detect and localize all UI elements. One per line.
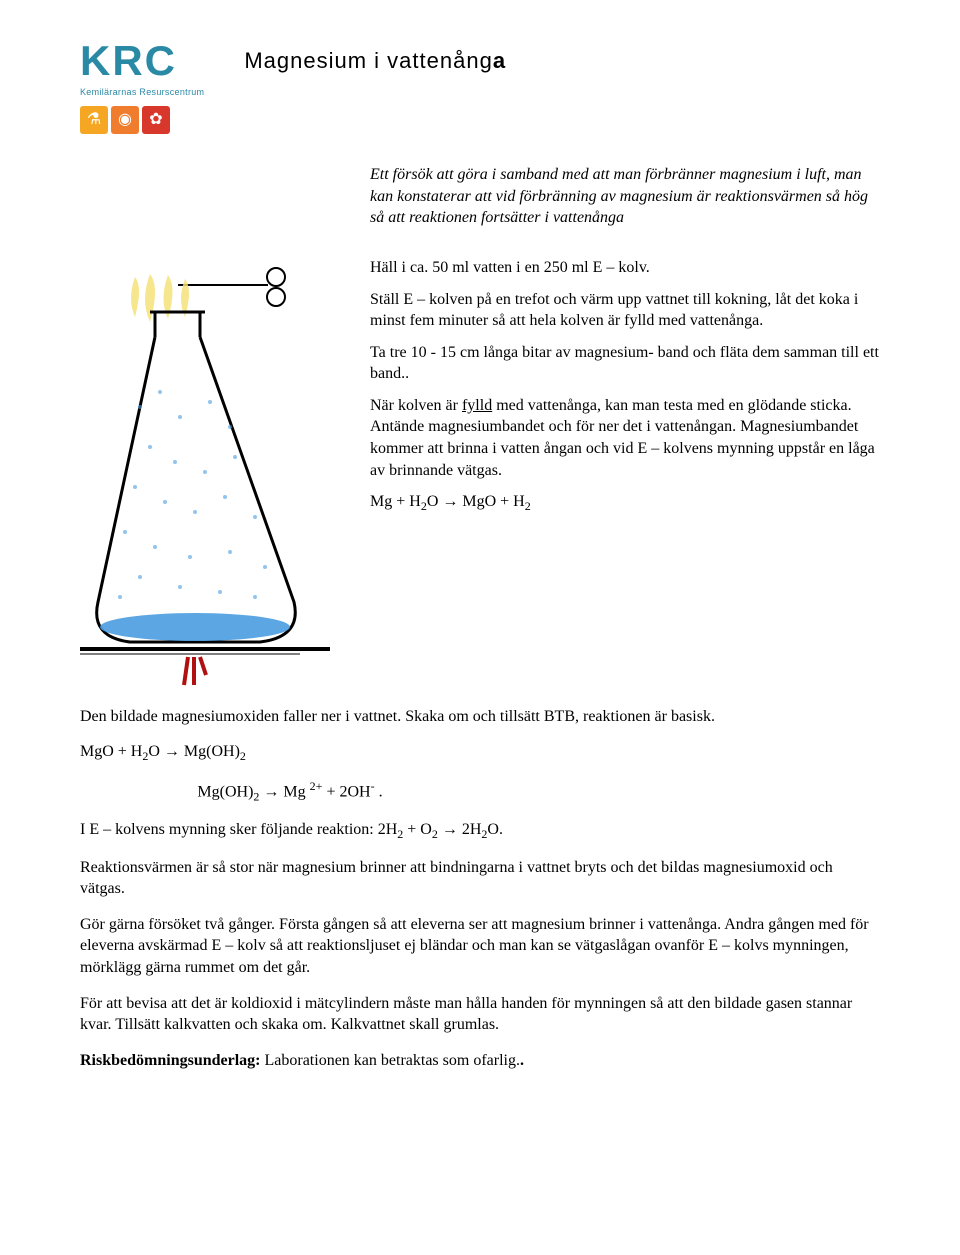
body-row: Häll i ca. 50 ml vatten i en 250 ml E – …	[80, 257, 880, 694]
flask-illustration	[80, 257, 330, 694]
paragraph-tva-ganger: Gör gärna försöket två gånger. Första gå…	[80, 914, 880, 979]
title-text: Magnesium i vattenång	[244, 48, 492, 73]
equation-3: Mg(OH)2 → Mg 2+ + 2OH- .	[80, 778, 500, 805]
risk-paragraph: Riskbedömningsunderlag: Laborationen kan…	[80, 1050, 880, 1072]
proc-line-4: När kolven är fylld med vattenånga, kan …	[370, 395, 880, 481]
logo-icon-row: ⚗ ◉ ✿	[80, 106, 170, 134]
logo-icon-atom: ◉	[111, 106, 139, 134]
flask-svg	[80, 257, 330, 687]
equation-1: Mg + H2O→MgO + H2	[370, 491, 880, 514]
risk-label: Riskbedömningsunderlag:	[80, 1052, 261, 1069]
intro-paragraph: Ett försök att göra i samband med att ma…	[370, 164, 870, 229]
eq4-prefix: I E – kolvens mynning sker följande reak…	[80, 821, 397, 838]
paragraph-koldioxid: För att bevisa att det är koldioxid i mä…	[80, 993, 880, 1036]
equation-2: MgO + H2O → Mg(OH)2	[80, 741, 880, 764]
title-bold: a	[493, 48, 506, 73]
krc-subtitle: Kemilärarnas Resurscentrum	[80, 86, 204, 98]
procedure-column: Häll i ca. 50 ml vatten i en 250 ml E – …	[370, 257, 880, 525]
proc-line-1: Häll i ca. 50 ml vatten i en 250 ml E – …	[370, 257, 880, 279]
paragraph-reaktionsvarmen: Reaktionsvärmen är så stor när magnesium…	[80, 857, 880, 900]
logo-icon-flower: ✿	[142, 106, 170, 134]
after-eq1-paragraph: Den bildade magnesiumoxiden faller ner i…	[80, 706, 880, 728]
proc4-u: fylld	[462, 397, 492, 414]
krc-logo-text: KRC	[80, 40, 177, 82]
equation-4-line: I E – kolvens mynning sker följande reak…	[80, 819, 880, 842]
logo-icon-flask: ⚗	[80, 106, 108, 134]
document-title: Magnesium i vattenånga	[244, 46, 506, 76]
logo-block: KRC Kemilärarnas Resurscentrum ⚗ ◉ ✿	[80, 40, 204, 134]
proc-line-2: Ställ E – kolven på en trefot och värm u…	[370, 289, 880, 332]
header-row: KRC Kemilärarnas Resurscentrum ⚗ ◉ ✿ Mag…	[80, 40, 880, 134]
proc-line-3: Ta tre 10 - 15 cm långa bitar av magnesi…	[370, 342, 880, 385]
full-width-text: Den bildade magnesiumoxiden faller ner i…	[80, 706, 880, 1072]
proc4-pre: När kolven är	[370, 397, 462, 414]
risk-text: Laborationen kan betraktas som ofarlig.	[261, 1052, 520, 1069]
